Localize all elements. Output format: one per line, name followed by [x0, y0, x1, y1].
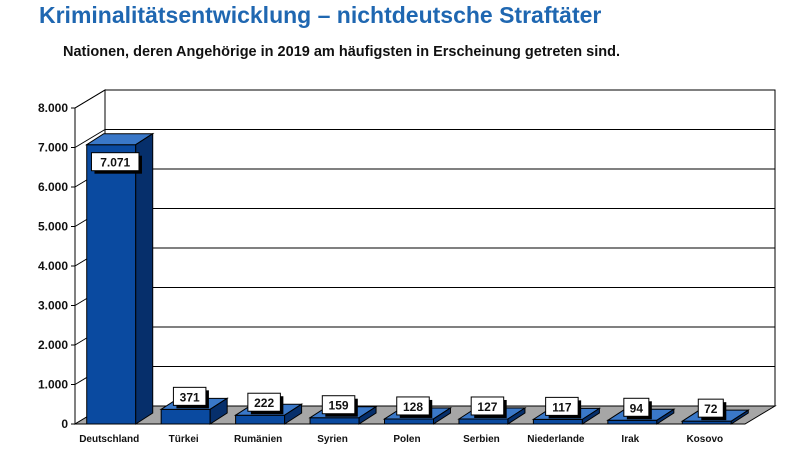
data-label-box	[623, 397, 650, 417]
y-tick-label: 3.000	[38, 299, 68, 313]
bar-side	[656, 408, 675, 425]
bars	[85, 132, 750, 425]
bar-side	[209, 397, 228, 425]
data-label: 222	[247, 392, 284, 415]
y-tick-label: 6.000	[38, 180, 68, 194]
gridlines	[71, 89, 775, 425]
y-axis-ticks: 0 1.000 2.000 3.000 4.000 5.000 6.000 7.000 8.00…	[38, 101, 68, 431]
chart-walls	[73, 89, 777, 425]
bar-side	[507, 407, 526, 425]
data-label-text: 371	[180, 390, 200, 404]
y-tick-label: 7.000	[38, 141, 68, 155]
bar-front	[86, 144, 137, 425]
bar-side	[433, 407, 451, 425]
y-tick-label: 1.000	[38, 378, 68, 392]
data-label-text: 127	[477, 400, 497, 414]
data-label-text: 222	[254, 396, 274, 410]
category-label: Syrien	[317, 434, 348, 445]
bar-front	[235, 414, 286, 425]
bar-side	[284, 403, 303, 425]
category-label: Rumänien	[234, 434, 282, 445]
y-tick-label: 4.000	[38, 259, 68, 273]
data-label-box	[697, 398, 724, 418]
data-label: 127	[470, 396, 507, 418]
category-labels: Deutschland Türkei Rumänien Syrien Polen Serb…	[79, 434, 723, 445]
category-label: Türkei	[169, 434, 199, 445]
gridline-diagonal	[74, 89, 106, 109]
data-label-text: 72	[704, 402, 718, 416]
y-tick-label: 0	[61, 417, 68, 431]
data-label-box	[247, 392, 281, 412]
data-labels: 7.071 371 222 159 128 127 117 94 72	[90, 152, 727, 421]
bar-side	[135, 132, 154, 425]
y-tick-label: 8.000	[38, 101, 68, 115]
data-label-box	[172, 386, 207, 406]
data-label-box	[545, 396, 579, 416]
bar-front	[458, 418, 509, 425]
bar	[85, 132, 155, 425]
data-label: 117	[545, 396, 582, 419]
data-label-text: 159	[329, 399, 349, 413]
data-label-box	[321, 395, 356, 415]
data-label: 128	[396, 396, 433, 418]
bar-side	[358, 405, 377, 425]
category-label: Niederlande	[527, 434, 585, 445]
data-label-box	[396, 396, 430, 416]
data-label-box	[90, 152, 140, 172]
y-tick-label: 5.000	[38, 220, 68, 234]
data-label-text: 117	[552, 400, 572, 414]
category-label: Serbien	[463, 434, 500, 445]
category-label: Kosovo	[686, 434, 723, 445]
data-label-text: 94	[630, 401, 644, 415]
data-label: 371	[172, 386, 209, 409]
y-tick-label: 2.000	[38, 338, 68, 352]
bar-front	[532, 418, 583, 425]
bar-front	[384, 418, 434, 425]
bar-side	[581, 407, 600, 425]
bar-side	[730, 409, 749, 425]
data-label: 72	[697, 398, 727, 421]
category-label: Polen	[393, 434, 420, 445]
chart-subtitle: Nationen, deren Angehörige in 2019 am hä…	[63, 44, 621, 60]
category-label: Deutschland	[79, 434, 139, 445]
gridline-diagonal	[74, 129, 106, 148]
data-label: 159	[321, 395, 358, 417]
data-label-text: 128	[403, 400, 423, 414]
data-label-box	[470, 396, 505, 416]
bar-front	[309, 417, 360, 425]
category-label: Irak	[621, 434, 639, 445]
data-label-text: 7.071	[100, 156, 130, 170]
page-title: Kriminalitätsentwicklung – nichtdeutsche…	[39, 2, 602, 28]
data-label: 7.071	[90, 152, 142, 174]
bar-front	[607, 419, 658, 425]
bar-front	[160, 408, 211, 425]
data-label: 94	[623, 397, 652, 420]
